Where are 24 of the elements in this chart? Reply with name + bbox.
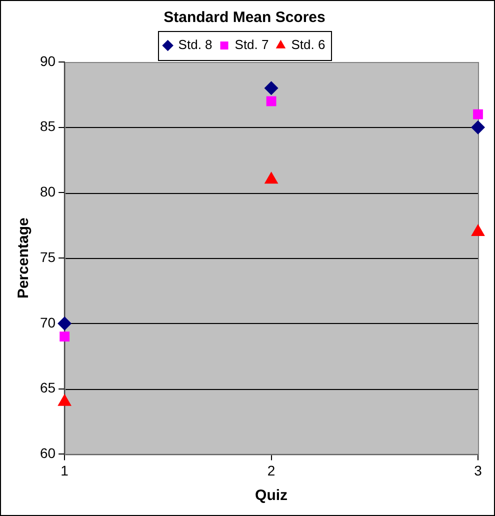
y-tick-label: 60 <box>40 445 56 462</box>
y-tick-label: 65 <box>40 380 56 396</box>
x-tick-label: 2 <box>267 462 276 478</box>
point <box>58 316 72 330</box>
y-tick-label: 70 <box>40 314 56 330</box>
x-tick-label: 3 <box>474 462 482 478</box>
y-tick-label: 85 <box>40 118 56 134</box>
legend-label: Std. 6 <box>291 37 326 52</box>
y-tick-label: 75 <box>40 248 56 265</box>
x-tick-label: 1 <box>60 462 69 478</box>
point <box>266 96 276 106</box>
point <box>473 109 483 120</box>
point <box>471 224 485 236</box>
x-axis-title: Quiz <box>255 487 288 504</box>
point <box>264 81 278 96</box>
point <box>471 120 485 134</box>
y-tick-label: 80 <box>40 184 56 200</box>
point <box>58 394 72 406</box>
y-tick-label: 90 <box>40 52 56 69</box>
point <box>264 172 278 184</box>
y-axis-title: Percentage <box>15 218 32 299</box>
chart-title: Standard Mean Scores <box>164 9 326 26</box>
legend-label: Std. 7 <box>234 37 269 52</box>
legend-label: Std. 8 <box>178 37 212 52</box>
